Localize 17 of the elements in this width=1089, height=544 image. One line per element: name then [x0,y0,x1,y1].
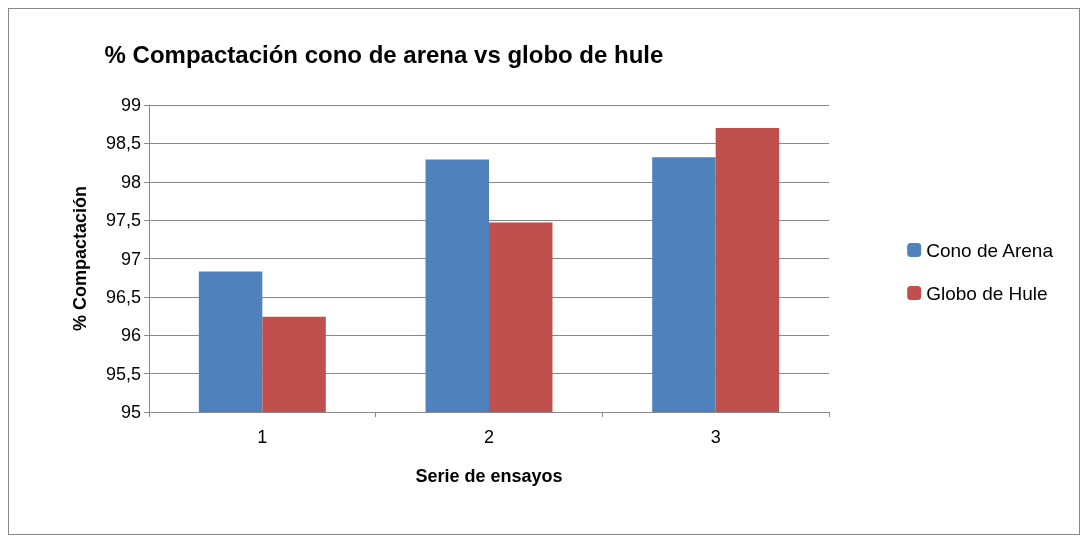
y-tick-label: 99 [120,95,141,115]
x-tick-label: 2 [483,427,495,447]
y-axis-title: % Compactación [70,185,90,332]
y-tick-label: 96,5 [105,286,141,307]
legend-label: Globo de Hule [926,282,1048,304]
x-tick-label: 1 [257,427,268,447]
y-tick-label: 97,5 [105,210,141,231]
x-tick-label: 3 [710,427,721,447]
legend-label: Cono de Arena [926,239,1054,261]
chart-title: % Compactación cono de arena vs globo de hule [104,40,664,68]
x-axis-title: Serie de ensayos [415,466,563,486]
y-tick-label: 97 [120,248,141,269]
y-tick-label: 98 [120,171,141,192]
y-tick-label: 95 [120,402,141,422]
y-tick-label: 96 [120,325,141,346]
y-tick-label: 98,5 [105,133,141,154]
y-tick-label: 95,5 [105,363,141,384]
